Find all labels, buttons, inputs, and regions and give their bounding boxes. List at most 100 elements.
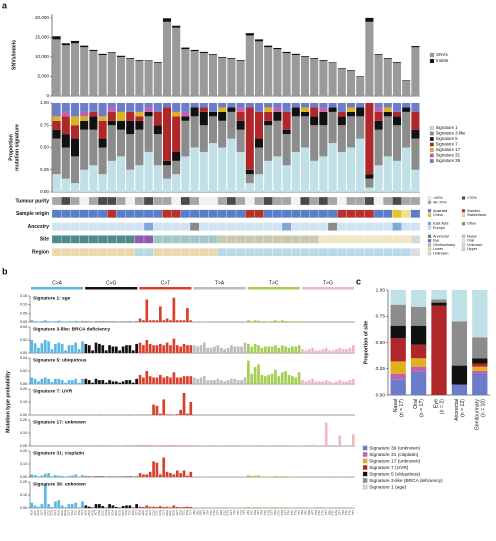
x-tick-label: Oral — [413, 399, 419, 409]
track-cell — [162, 209, 172, 218]
bar — [297, 345, 301, 353]
bar — [138, 445, 142, 446]
bar — [243, 507, 247, 508]
bar — [158, 374, 162, 384]
x-tick-label: TTT — [351, 510, 355, 515]
bar-segment — [346, 147, 356, 192]
bar — [54, 343, 57, 353]
bar — [189, 376, 193, 384]
legend-swatch — [427, 247, 432, 251]
y-tick-label: 0.20 — [20, 449, 27, 453]
bar — [189, 402, 193, 415]
bar — [179, 409, 182, 415]
bar-segment — [181, 116, 190, 121]
bar — [267, 507, 271, 508]
bar-segment — [300, 56, 310, 57]
bar-segment — [80, 169, 89, 192]
bar-segment — [61, 45, 70, 96]
y-tick-label: 0.00 — [40, 189, 49, 194]
bar-segment — [390, 379, 406, 395]
bar-segment — [310, 107, 319, 117]
bar-segment — [208, 54, 218, 55]
bar-segment — [383, 58, 392, 59]
legend-swatch — [362, 484, 368, 490]
bar — [348, 347, 352, 353]
bar-segment — [172, 174, 181, 192]
bar — [247, 320, 250, 322]
bar — [91, 507, 94, 508]
bar — [311, 444, 315, 446]
track-cell — [337, 248, 347, 257]
bar — [179, 320, 182, 322]
bar — [101, 506, 105, 508]
legend-label: Upper — [467, 247, 478, 251]
bar — [189, 506, 193, 508]
bar — [104, 350, 108, 353]
x-tick-note: (n = 12) — [460, 399, 466, 417]
bar — [297, 507, 301, 508]
bar-segment — [374, 111, 383, 121]
legend-label: Signature 3-like (BRCA deficiency) — [369, 478, 443, 484]
bar — [274, 345, 277, 353]
bar — [175, 414, 179, 415]
x-tick-label: ACA — [84, 510, 88, 516]
track-cell — [97, 235, 108, 244]
track-cell — [254, 235, 264, 244]
bar — [54, 501, 57, 508]
x-tick-label: GTG — [226, 510, 230, 516]
bar — [297, 321, 301, 322]
bar-segment — [80, 111, 89, 117]
legend-label: Signature 3-like — [436, 131, 466, 136]
track-cell — [355, 235, 365, 244]
x-tick-label: TCG — [131, 510, 135, 515]
bar — [314, 350, 318, 353]
bar — [230, 378, 233, 384]
bar-segment — [236, 120, 245, 130]
x-tick-label: GTA — [327, 510, 331, 515]
bar — [125, 505, 128, 508]
legend-swatch — [461, 234, 466, 238]
bar-segment — [310, 125, 319, 161]
bar — [345, 349, 348, 353]
track-cell — [272, 248, 283, 257]
bar — [155, 405, 159, 415]
track-cell — [189, 235, 200, 244]
bar-segment — [273, 156, 282, 192]
bar — [257, 445, 260, 446]
legend-label: Sweden — [467, 209, 480, 213]
track-cell — [291, 222, 301, 231]
x-tick-label: CTC — [263, 510, 267, 515]
bar — [182, 320, 186, 322]
bar-segment — [208, 111, 218, 117]
bar-segment — [98, 55, 107, 96]
bar — [77, 507, 81, 508]
track-cell — [346, 235, 356, 244]
track-cell — [337, 196, 347, 206]
bar — [277, 347, 281, 353]
track-cell — [189, 248, 200, 257]
bar-segment — [227, 107, 236, 112]
bar — [94, 476, 98, 477]
bar-segment — [89, 49, 98, 52]
track-cell — [61, 222, 71, 231]
bar-segment — [472, 337, 488, 359]
bar-segment — [310, 160, 319, 192]
bar-segment — [254, 111, 264, 139]
bar — [138, 374, 142, 384]
y-tick-label: 1.00 — [376, 287, 386, 293]
bar — [57, 500, 61, 508]
bar — [155, 320, 159, 322]
x-tick-label: ACA — [29, 510, 33, 516]
bar-segment — [411, 47, 420, 96]
bar-segment — [410, 306, 427, 326]
legend-label: Other — [467, 222, 477, 226]
x-tick-label: TTC — [344, 510, 348, 515]
x-tick-label: TCC — [73, 510, 77, 515]
x-tick-label: TTA — [233, 510, 237, 515]
bar-segment — [282, 53, 291, 96]
bar-segment — [411, 111, 420, 130]
x-tick-label: GTT — [337, 510, 341, 516]
track-cell — [180, 209, 191, 218]
bar — [230, 507, 233, 508]
